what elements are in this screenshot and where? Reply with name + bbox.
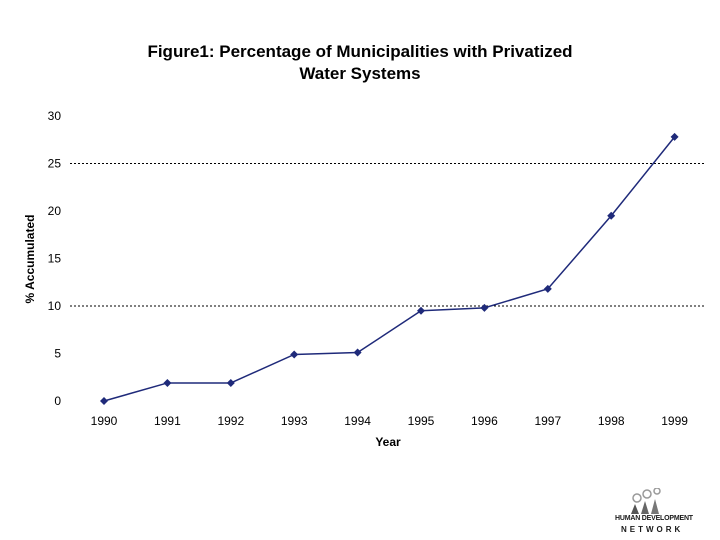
y-tick-label-10: 10	[48, 299, 62, 313]
human-development-network-logo: HUMAN DEVELOPMENT NETWORK	[615, 488, 705, 538]
data-point-1991	[163, 378, 172, 387]
data-point-1990	[100, 397, 108, 405]
series-layer	[100, 132, 679, 405]
data-point-1994	[353, 348, 362, 357]
logo-text-line-1: HUMAN DEVELOPMENT	[615, 515, 693, 522]
logo-text-line-2: NETWORK	[621, 525, 684, 534]
y-axis-label: % Accumulated	[23, 215, 37, 304]
x-tick-label-1997: 1997	[534, 414, 561, 428]
data-point-1998	[607, 211, 616, 220]
data-point-1992	[226, 378, 235, 387]
y-tick-label-25: 25	[48, 157, 62, 171]
series-line-0	[103, 136, 676, 402]
x-tick-label-1995: 1995	[408, 414, 435, 428]
x-tick-label-1998: 1998	[598, 414, 625, 428]
data-point-1999	[670, 132, 679, 141]
x-tick-label-1996: 1996	[471, 414, 498, 428]
y-tick-label-5: 5	[54, 347, 61, 361]
x-tick-label-1990: 1990	[91, 414, 118, 428]
x-tick-label-1992: 1992	[217, 414, 244, 428]
x-tick-label-1991: 1991	[154, 414, 181, 428]
data-point-1995	[417, 306, 425, 315]
x-tick-label-1993: 1993	[281, 414, 308, 428]
y-tick-label-15: 15	[48, 252, 62, 266]
y-tick-label-20: 20	[48, 204, 62, 218]
chart-title-line-1: Figure1: Percentage of Municipalities wi…	[147, 42, 572, 61]
x-tick-label-1999: 1999	[661, 414, 688, 428]
logo-people-icon	[631, 488, 661, 514]
chart-title-line-2: Water Systems	[299, 64, 420, 83]
x-axis-ticks: 1990 1991 1992 1993 1994 1995 1996 1997 1998 1999	[91, 414, 689, 428]
x-tick-label-1994: 1994	[344, 414, 371, 428]
x-axis-label: Year	[375, 435, 401, 449]
data-point-1997	[543, 284, 552, 293]
y-tick-label-30: 30	[48, 109, 62, 123]
data-point-1996	[480, 303, 489, 312]
y-tick-label-0: 0	[54, 394, 61, 408]
y-axis-ticks: 0 5 10 15 20 25 30	[48, 109, 62, 408]
gridlines	[70, 163, 705, 307]
data-point-1993	[290, 350, 299, 359]
